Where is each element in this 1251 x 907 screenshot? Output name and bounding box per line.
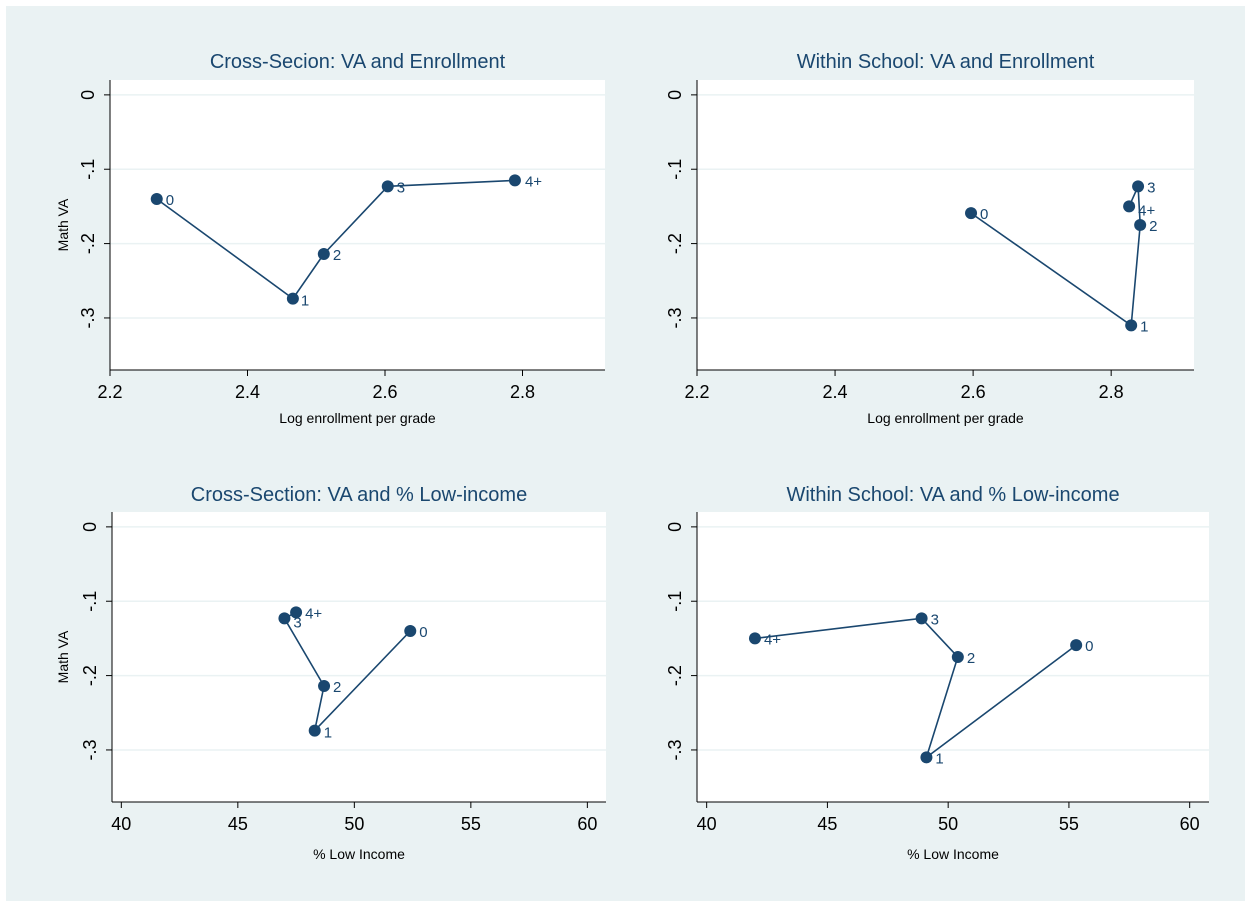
data-point-3 — [278, 612, 291, 625]
y-axis-label: Math VA — [55, 198, 71, 251]
data-point-4+ — [290, 606, 303, 619]
point-label-0: 0 — [419, 624, 427, 641]
data-point-4+ — [748, 632, 761, 645]
panel-title: Cross-Secion: VA and Enrollment — [210, 51, 506, 73]
data-point-0 — [150, 192, 163, 205]
y-tick-label: -.1 — [665, 591, 685, 612]
panel-title: Cross-Section: VA and % Low-income — [191, 484, 527, 506]
x-tick-label: 2.4 — [235, 382, 260, 402]
panel-2: 0 -.1 -.2 -.3 2.2 2.4 2.6 2.8 Within School: VA … — [665, 51, 1194, 426]
y-tick-label: -.2 — [665, 665, 685, 686]
data-point-2 — [318, 680, 331, 692]
y-tick-label: 0 — [665, 90, 685, 100]
panel-4: 0 -.1 -.2 -.3 40 45 50 55 60 Within School: VA an… — [665, 484, 1209, 862]
plot-region — [110, 80, 605, 370]
data-point-3 — [915, 612, 928, 625]
x-tick-label: 45 — [817, 814, 837, 834]
data-point-1 — [1125, 319, 1138, 332]
data-point-3 — [1132, 180, 1145, 193]
x-tick-label: 2.8 — [1099, 382, 1124, 402]
data-point-3 — [381, 180, 394, 193]
x-tick-label: 2.6 — [961, 382, 986, 402]
x-axis-label: % Low Income — [313, 846, 405, 862]
y-axis-label: Math VA — [55, 630, 71, 683]
point-label-4+: 4+ — [305, 605, 322, 622]
x-tick-label: 50 — [344, 814, 364, 834]
point-label-4+: 4+ — [525, 173, 542, 190]
x-tick-label: 55 — [1059, 814, 1079, 834]
point-label-1: 1 — [1140, 318, 1148, 335]
y-tick-label: 0 — [78, 90, 98, 100]
panel-title: Within School: VA and Enrollment — [797, 51, 1095, 73]
x-axis-label: % Low Income — [907, 846, 999, 862]
data-point-4+ — [508, 174, 521, 187]
data-point-0 — [1070, 639, 1083, 652]
point-label-2: 2 — [333, 679, 341, 696]
x-tick-label: 2.8 — [510, 382, 535, 402]
data-point-4+ — [1123, 200, 1136, 213]
x-axis-label: Log enrollment per grade — [279, 410, 436, 426]
x-tick-label: 40 — [111, 814, 131, 834]
point-label-3: 3 — [397, 179, 405, 196]
point-label-1: 1 — [324, 725, 332, 742]
x-tick-label: 50 — [938, 814, 958, 834]
y-tick-label: 0 — [665, 522, 685, 532]
data-point-2 — [951, 651, 964, 663]
x-axis-label: Log enrollment per grade — [867, 410, 1024, 426]
x-tick-label: 2.4 — [823, 382, 848, 402]
x-tick-label: 45 — [228, 814, 248, 834]
point-label-3: 3 — [1147, 179, 1155, 196]
panels: 0 -.1 -.2 -.3 2.2 2.4 2.6 2.8 Cross-Secion: VA a… — [55, 51, 1209, 862]
point-label-3: 3 — [293, 614, 301, 631]
data-point-2 — [1134, 219, 1147, 231]
y-tick-label: -.1 — [665, 159, 685, 180]
y-tick-label: -.3 — [665, 307, 685, 328]
point-label-1: 1 — [935, 750, 943, 767]
point-label-0: 0 — [1085, 638, 1093, 655]
point-label-2: 2 — [967, 650, 975, 667]
data-point-2 — [317, 248, 330, 260]
y-tick-label: -.1 — [78, 159, 98, 180]
data-point-0 — [965, 207, 978, 220]
x-tick-label: 55 — [461, 814, 481, 834]
panel-title: Within School: VA and % Low-income — [786, 484, 1119, 506]
x-tick-label: 60 — [577, 814, 597, 834]
point-label-0: 0 — [166, 192, 174, 209]
data-point-1 — [286, 292, 299, 305]
y-tick-label: -.2 — [665, 233, 685, 254]
point-label-2: 2 — [1149, 218, 1157, 235]
point-label-3: 3 — [931, 611, 939, 628]
data-point-1 — [308, 724, 321, 737]
data-point-0 — [404, 624, 417, 637]
x-tick-label: 2.6 — [372, 382, 397, 402]
point-label-4+: 4+ — [764, 631, 781, 648]
point-label-1: 1 — [301, 293, 309, 310]
y-tick-label: -.2 — [80, 665, 100, 686]
point-label-4+: 4+ — [1138, 202, 1155, 219]
x-tick-label: 40 — [697, 814, 717, 834]
plot-region — [697, 80, 1194, 370]
x-tick-label: 60 — [1180, 814, 1200, 834]
point-label-2: 2 — [333, 247, 341, 264]
plot-region — [112, 512, 606, 802]
y-tick-label: 0 — [80, 522, 100, 532]
data-point-1 — [920, 751, 933, 764]
y-tick-label: -.1 — [80, 591, 100, 612]
panel-1: 0 -.1 -.2 -.3 2.2 2.4 2.6 2.8 Cross-Secion: VA a… — [55, 51, 605, 426]
y-tick-label: -.2 — [78, 233, 98, 254]
point-label-0: 0 — [980, 206, 988, 223]
x-tick-label: 2.2 — [97, 382, 122, 402]
x-tick-label: 2.2 — [684, 382, 709, 402]
y-tick-label: -.3 — [665, 739, 685, 760]
y-tick-label: -.3 — [80, 739, 100, 760]
y-tick-label: -.3 — [78, 307, 98, 328]
panel-3: 0 -.1 -.2 -.3 40 45 50 55 60 Cross-Section: VA an… — [55, 484, 606, 862]
